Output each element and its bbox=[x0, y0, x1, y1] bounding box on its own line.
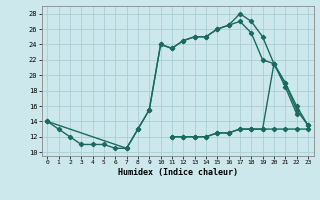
X-axis label: Humidex (Indice chaleur): Humidex (Indice chaleur) bbox=[118, 168, 237, 177]
